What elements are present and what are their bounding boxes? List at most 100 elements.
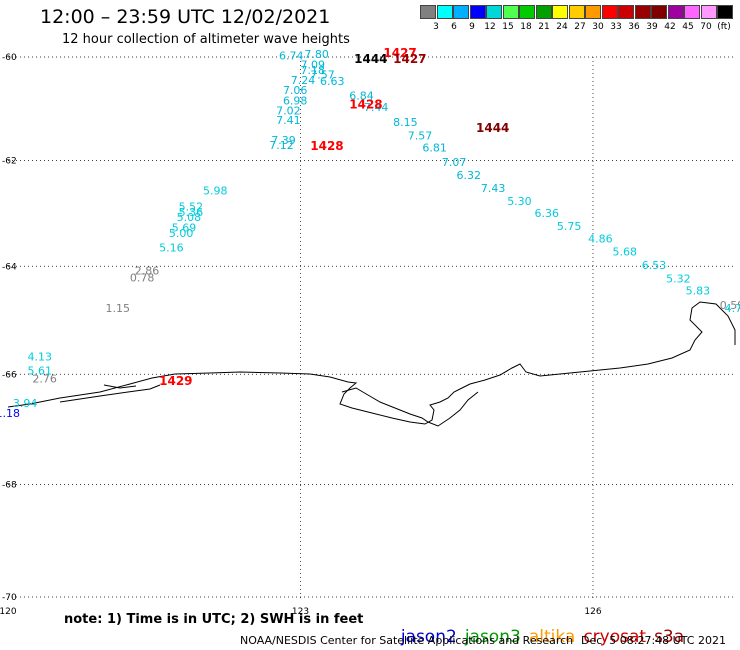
legend-label: 39 [646, 22, 658, 32]
map-title: 12:00 – 23:59 UTC 12/02/2021 [40, 6, 331, 28]
satellite-jason3: jason3 [464, 627, 521, 647]
wave-height-label: 7.43 [481, 182, 506, 195]
wave-height-label: 0.59 [720, 299, 740, 312]
wave-height-label: 7.09 [301, 58, 326, 71]
pass-time-label: 1427 [393, 52, 426, 66]
pass-time-label: 1428 [310, 139, 343, 153]
lon-tick-label: 120 [0, 607, 17, 617]
legend-label: 21 [538, 22, 550, 32]
legend-unit: (ft) [717, 22, 731, 32]
wave-height-label: 5.16 [159, 241, 184, 254]
wave-height-label: 5.36 [179, 206, 204, 219]
legend-swatch [436, 5, 453, 19]
legend-label: 36 [628, 22, 640, 32]
legend-label: 70 [700, 22, 712, 32]
legend-swatch [519, 5, 535, 19]
wave-height-label: 7.41 [276, 114, 301, 127]
wave-height-label: 7.12 [269, 139, 294, 152]
legend-label: 42 [664, 22, 676, 32]
legend-swatch [535, 5, 552, 19]
legend-swatch [667, 5, 684, 19]
wave-height-label: 2.76 [32, 372, 57, 385]
legend-swatch [568, 5, 585, 19]
lon-tick-label: 123 [292, 607, 309, 617]
legend-swatch [420, 5, 436, 19]
satellite-cryosat: cryosat [583, 627, 647, 647]
wave-height-label: 5.52 [179, 200, 204, 213]
pass-time-label: 1427 [383, 46, 416, 60]
ice-shelf-outline [59, 384, 479, 427]
lat-tick-label: -68 [2, 481, 17, 491]
legend-label: 45 [682, 22, 694, 32]
measurement-points: 6.74 7.807.097.187.577.24 6.637.06 6.846.98… [0, 46, 740, 420]
satellite-altika: altika [528, 627, 576, 647]
wave-height-label: 6.74 [279, 50, 304, 63]
lat-tick-label: -60 [2, 53, 17, 63]
wave-height-label: 5.08 [177, 211, 202, 224]
lat-tick-label: -70 [2, 593, 17, 603]
legend-swatch [486, 5, 502, 19]
wave-height-label: 1.15 [106, 302, 131, 315]
legend-label: 30 [592, 22, 604, 32]
wave-height-label: 5.83 [686, 285, 711, 298]
wave-height-label: 7.39 [271, 134, 296, 147]
legend-swatch [552, 5, 568, 19]
map-subtitle: 12 hour collection of altimeter wave hei… [62, 32, 350, 47]
legend-swatch [502, 5, 519, 19]
pass-time-label: 1444 [476, 121, 509, 135]
wave-height-label: 0.78 [130, 271, 155, 284]
wave-height-label: 3.94 [13, 397, 38, 410]
wave-height-label: 7.07 [442, 156, 467, 169]
axis-ticks: 120123126129132135-60-62-64-66-68-70 [0, 53, 602, 617]
legend-swatch [453, 5, 469, 19]
satellite-s3a: s3a [654, 627, 685, 647]
lat-tick-label: -64 [2, 262, 17, 272]
wave-height-label: 7.06 [283, 84, 308, 97]
wave-height-label: 6.63 [320, 75, 345, 88]
wave-height-label: 6.36 [535, 207, 560, 220]
legend-swatch [469, 5, 486, 19]
wave-height-label: 4.86 [588, 232, 613, 245]
pass-time-label: 1444 [354, 52, 387, 66]
wave-height-label: 6.84 [349, 90, 374, 103]
satellite-key: jason2 jason3 altika cryosat s3a [390, 607, 692, 647]
legend-swatch [618, 5, 634, 19]
wave-height-label: 6.32 [457, 169, 482, 182]
wave-height-label: 4.13 [28, 351, 53, 364]
wave-height-label: 7.02 [276, 105, 301, 118]
wave-height-label: 7.44 [364, 101, 389, 114]
timestamp-text: Dec 5 08:27:48 UTC 2021 [581, 634, 726, 647]
wave-height-label: 6.98 [283, 94, 308, 107]
legend-label: 15 [502, 22, 514, 32]
legend-label: 6 [451, 22, 457, 32]
wave-height-label: 7.18 [301, 64, 326, 77]
coastline [7, 301, 736, 425]
lat-lon-grid [8, 56, 735, 600]
wave-height-label: 5.68 [613, 246, 638, 259]
satellite-jason2: jason2 [400, 627, 457, 647]
wave-height-label: 11.18 [0, 407, 20, 420]
footer-note: note: 1) Time is in UTC; 2) SWH is in fe… [64, 612, 364, 627]
wave-height-label: 8.15 [393, 116, 418, 129]
legend-label: 24 [556, 22, 568, 32]
pass-time-label: 1429 [159, 374, 192, 388]
wave-height-label: 7.80 [304, 48, 329, 61]
lat-tick-label: -62 [2, 157, 17, 167]
legend-label: 27 [574, 22, 586, 32]
wave-height-label: 5.00 [169, 227, 194, 240]
legend-label: 12 [484, 22, 496, 32]
legend-swatch [717, 5, 733, 19]
wave-height-label: 7.57 [408, 130, 433, 143]
wave-height-label: 7.57 [310, 69, 335, 82]
legend-swatch [634, 5, 651, 19]
wave-height-label: 5.69 [172, 222, 197, 235]
lat-tick-label: -66 [2, 370, 17, 380]
wave-height-label: 5.61 [28, 364, 53, 377]
legend-swatch [601, 5, 618, 19]
credit-text: NOAA/NESDIS Center for Satellite Applica… [240, 634, 574, 647]
wave-height-label: 5.98 [203, 185, 228, 198]
wave-height-label: 6.81 [422, 142, 447, 155]
legend-swatch [651, 5, 667, 19]
wave-height-label: 4.79 [725, 302, 740, 315]
